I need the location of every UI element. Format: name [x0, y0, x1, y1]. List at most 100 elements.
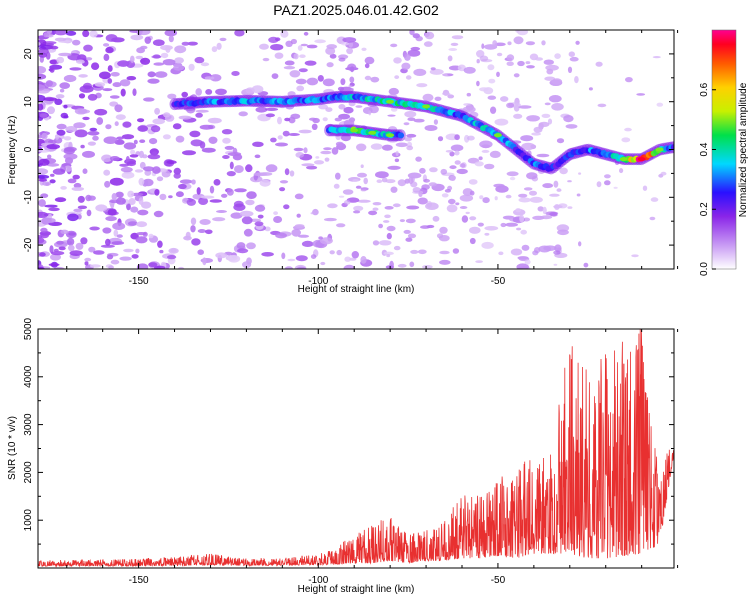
spectrogram-noise-blob	[319, 237, 333, 245]
spectrogram-noise-blob	[360, 256, 367, 264]
spectrogram-noise-blob	[295, 255, 308, 262]
spectrogram-noise-blob	[166, 160, 177, 165]
spectrogram-y-label: Frequency (Hz)	[7, 116, 18, 185]
spectrogram-noise-blob	[338, 104, 346, 110]
spectrogram-noise-blob	[43, 32, 49, 38]
spectrogram-noise-blob	[80, 237, 88, 245]
spectrogram-noise-blob	[322, 78, 335, 87]
spectrogram-noise-blob	[38, 103, 44, 111]
spectrogram-noise-blob	[178, 183, 187, 190]
spectrogram-noise-blob	[529, 196, 543, 203]
spectrogram-noise-blob	[642, 185, 648, 191]
spectrogram-noise-blob	[243, 228, 253, 237]
spectrogram-noise-blob	[295, 152, 305, 158]
spectrogram-noise-blob	[399, 219, 405, 223]
spectrogram-noise-blob	[395, 150, 399, 156]
spectrogram-noise-blob	[387, 114, 396, 117]
spectrogram-noise-blob	[484, 163, 495, 170]
spectrogram-noise-blob	[434, 96, 442, 102]
spectrogram-noise-blob	[284, 117, 291, 122]
spectrogram-noise-blob	[297, 234, 310, 238]
spectrogram-noise-blob	[296, 85, 305, 92]
spectrogram-noise-blob	[181, 91, 188, 98]
spectrogram-noise-blob	[296, 213, 301, 218]
spectrogram-noise-blob	[490, 106, 497, 114]
spectrogram-x-label: Height of straight line (km)	[298, 284, 415, 295]
spectrogram-noise-blob	[73, 122, 86, 129]
spectrogram-noise-blob	[368, 110, 372, 116]
spectrogram-noise-blob	[209, 74, 222, 82]
spectrogram-noise-blob	[185, 231, 191, 239]
spectrogram-noise-blob	[257, 214, 264, 219]
spectrogram-noise-blob	[624, 127, 632, 132]
spectrogram-noise-blob	[99, 71, 111, 80]
spectrogram-noise-blob	[372, 207, 379, 211]
spectrogram-noise-blob	[312, 208, 319, 216]
spectrogram-noise-blob	[631, 254, 639, 258]
spectrogram-noise-blob	[410, 176, 415, 183]
spectrogram-noise-blob	[237, 248, 249, 254]
spectrogram-noise-blob	[126, 161, 136, 167]
spectrogram-noise-blob	[541, 40, 546, 46]
spectrogram-noise-blob	[621, 137, 631, 143]
spectrogram-noise-blob	[517, 60, 525, 67]
spectrogram-noise-blob	[513, 113, 523, 119]
spectrogram-noise-blob	[227, 152, 242, 157]
spectrogram-noise-blob	[69, 250, 83, 256]
spectrogram-noise-blob	[215, 252, 228, 259]
spectrogram-noise-blob	[103, 43, 110, 47]
spectrogram-noise-blob	[301, 240, 314, 247]
spectrogram-noise-blob	[115, 191, 124, 198]
spectrogram-noise-blob	[56, 123, 67, 130]
spectrogram-noise-blob	[194, 56, 205, 64]
spectrogram-noise-blob	[141, 201, 152, 209]
spectrogram-noise-blob	[233, 203, 246, 211]
spectrogram-noise-blob	[80, 144, 85, 149]
spectrogram-noise-blob	[397, 263, 407, 268]
y-tick-label: 2000	[23, 461, 34, 484]
spectrogram-noise-blob	[77, 195, 85, 203]
y-tick-label: -20	[23, 237, 34, 252]
spectrogram-noise-blob	[300, 43, 308, 47]
spectrogram-noise-blob	[476, 80, 480, 87]
spectrogram-noise-blob	[174, 57, 185, 64]
spectrogram-noise-blob	[87, 141, 96, 146]
spectrogram-noise-blob	[526, 172, 538, 180]
spectrogram-noise-blob	[489, 150, 501, 158]
spectrogram-noise-blob	[417, 249, 427, 255]
spectrogram-noise-blob	[364, 75, 372, 81]
spectrogram-noise-blob	[265, 107, 279, 111]
spectrogram-noise-blob	[613, 186, 618, 189]
spectrogram-noise-blob	[162, 59, 176, 66]
spectrogram-noise-blob	[168, 247, 179, 254]
spectrogram-noise-blob	[143, 166, 155, 172]
spectrogram-noise-blob	[325, 107, 333, 112]
spectrogram-noise-blob	[548, 95, 562, 103]
spectrogram-noise-blob	[282, 130, 290, 137]
spectrogram-noise-blob	[309, 117, 317, 121]
spectrogram-noise-blob	[89, 127, 98, 132]
spectrogram-noise-blob	[265, 113, 275, 118]
spectrogram-noise-blob	[147, 153, 161, 160]
x-tick-label: -150	[129, 575, 149, 586]
spectrogram-noise-blob	[463, 103, 472, 106]
spectrogram-noise-blob	[160, 52, 169, 59]
spectrogram-noise-blob	[252, 141, 264, 147]
spectrogram-noise-blob	[195, 112, 203, 118]
spectrogram-noise-blob	[329, 250, 335, 255]
spectrogram-noise-blob	[406, 133, 417, 138]
spectrogram-noise-blob	[329, 53, 337, 59]
ridge-peak	[619, 157, 628, 162]
spectrogram-noise-blob	[143, 97, 155, 102]
spectrogram-noise-blob	[153, 62, 164, 66]
spectrogram-noise-blob	[120, 88, 126, 97]
spectrogram-noise-blob	[636, 93, 646, 96]
spectrogram-noise-blob	[449, 165, 457, 170]
spectrogram-noise-blob	[259, 43, 269, 50]
spectrogram-noise-blob	[130, 55, 135, 63]
spectrogram-noise-blob	[199, 124, 214, 130]
spectrogram-noise-blob	[445, 150, 454, 153]
spectrogram-noise-blob	[331, 147, 339, 155]
spectrogram-noise-blob	[357, 172, 367, 178]
spectrogram-noise-blob	[94, 82, 106, 87]
